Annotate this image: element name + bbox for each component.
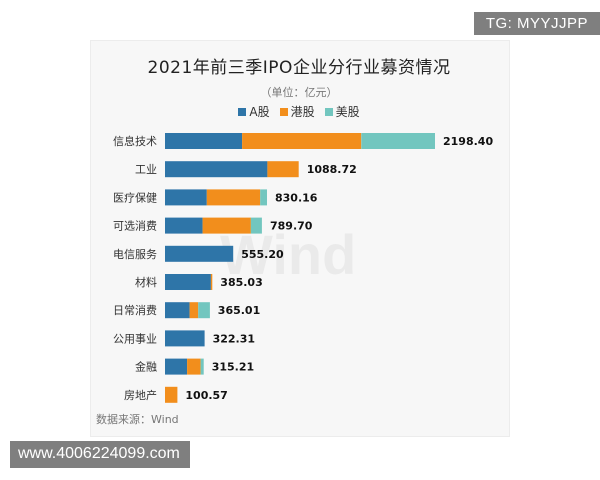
category-label-1: 工业 — [135, 163, 157, 176]
bar-segment-us-share-2 — [260, 189, 267, 206]
bar-segment-hk-share-1 — [267, 161, 299, 178]
category-label-0: 信息技术 — [113, 134, 157, 148]
bar-segment-a-share-3 — [165, 217, 203, 234]
category-label-2: 医疗保健 — [113, 190, 157, 204]
legend-item-us-share: 美股 — [324, 103, 360, 120]
telegram-badge: TG: MYYJJPP — [473, 12, 600, 35]
total-label-9: 100.57 — [185, 389, 227, 402]
legend-swatch-us-share — [324, 107, 333, 116]
bar-segment-a-share-6 — [165, 302, 190, 319]
chart-legend: A股 港股 美股 — [90, 103, 508, 120]
chart-title: 2021年前三季IPO企业分行业募资情况 — [147, 58, 451, 78]
bar-segment-a-share-2 — [165, 189, 207, 206]
category-label-5: 材料 — [135, 275, 157, 289]
category-label-4: 电信服务 — [113, 248, 157, 261]
legend-swatch-hk-share — [279, 107, 288, 116]
total-label-3: 789.70 — [270, 220, 313, 233]
bar-segment-a-share-7 — [165, 330, 205, 347]
bar-segment-a-share-1 — [165, 161, 268, 178]
legend-swatch-a-share — [238, 107, 247, 116]
category-label-3: 可选消费 — [113, 219, 157, 233]
total-label-1: 1088.72 — [307, 163, 357, 176]
legend-label-hk-share: 港股 — [290, 105, 315, 119]
bar-segment-a-share-0 — [165, 133, 243, 149]
total-label-0: 2198.40 — [443, 135, 493, 148]
category-label-7: 公用事业 — [113, 332, 157, 345]
legend-label-a-share: A股 — [249, 105, 270, 119]
chart-card — [90, 40, 510, 437]
bar-segment-us-share-0 — [361, 133, 435, 149]
total-label-5: 385.03 — [220, 276, 262, 289]
chart-subtitle: （单位：亿元） — [260, 86, 338, 99]
bar-segment-hk-share-0 — [242, 133, 362, 149]
bar-segment-a-share-8 — [165, 358, 188, 375]
total-label-6: 365.01 — [218, 304, 260, 317]
legend-item-a-share: A股 — [238, 103, 270, 120]
total-label-7: 322.31 — [213, 332, 255, 345]
bar-segment-hk-share-8 — [187, 358, 201, 375]
category-label-8: 金融 — [135, 360, 157, 374]
total-label-4: 555.20 — [241, 248, 284, 261]
bar-segment-hk-share-9 — [165, 386, 178, 403]
bar-segment-hk-share-3 — [202, 217, 251, 234]
bar-segment-us-share-8 — [200, 358, 204, 375]
bar-segment-hk-share-2 — [206, 189, 261, 206]
total-label-2: 830.16 — [275, 191, 318, 204]
website-badge: www.4006224099.com — [10, 441, 190, 468]
total-label-8: 315.21 — [212, 361, 254, 374]
legend-item-hk-share: 港股 — [279, 103, 315, 120]
bar-segment-a-share-5 — [165, 274, 211, 290]
bar-segment-hk-share-6 — [189, 302, 199, 319]
bar-segment-a-share-4 — [165, 245, 234, 262]
bar-segment-us-share-6 — [198, 302, 210, 319]
bar-segment-hk-share-5 — [210, 274, 213, 290]
data-source-note: 数据来源：Wind — [96, 413, 179, 426]
bar-segment-us-share-3 — [250, 217, 262, 234]
category-label-9: 房地产 — [124, 388, 157, 402]
category-label-6: 日常消费 — [113, 303, 157, 317]
legend-label-us-share: 美股 — [335, 105, 360, 119]
